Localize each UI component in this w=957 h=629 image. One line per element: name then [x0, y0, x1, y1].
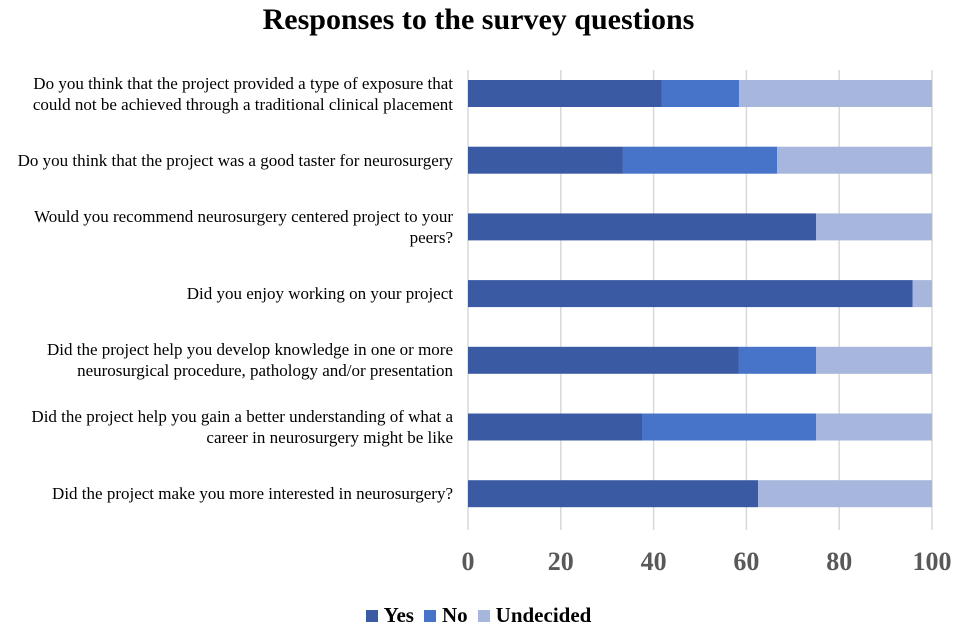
bar-segment-yes	[468, 480, 758, 508]
legend: Yes No Undecided	[0, 603, 957, 628]
category-label: Do you think that the project provided a…	[33, 73, 453, 115]
bar-segment-yes	[468, 413, 642, 441]
bar-segment-yes	[468, 213, 816, 241]
legend-item-yes: Yes	[365, 603, 414, 628]
category-label: Did the project make you more interested…	[52, 483, 453, 504]
x-axis-ticks: 0 20 40 60 80 100	[462, 547, 952, 576]
bars	[468, 80, 932, 508]
x-tick-label: 60	[733, 547, 759, 576]
bar-segment-yes	[468, 80, 662, 107]
category-label: Did the project help you gain a better u…	[31, 406, 453, 448]
bar-segment-undecided	[816, 413, 932, 441]
category-label: Did the project help you develop knowled…	[47, 339, 453, 381]
bar-segment-undecided	[816, 346, 932, 374]
legend-swatch	[423, 609, 436, 622]
category-label-line: could not be achieved through a traditio…	[32, 94, 453, 114]
bar-segment-yes	[468, 146, 623, 174]
x-tick-label: 40	[641, 547, 667, 576]
bar-segment-undecided	[816, 213, 932, 241]
category-label-line: Did the project make you more interested…	[52, 484, 453, 504]
bar-segment-no	[622, 146, 778, 174]
x-tick-label: 100	[913, 547, 952, 576]
category-label-line: Did you enjoy working on your project	[186, 284, 453, 304]
bar-segment-yes	[468, 280, 913, 308]
category-label-line: Did the project help you develop knowled…	[47, 340, 453, 360]
category-label-line: Do you think that the project provided a…	[33, 73, 453, 93]
bar-segment-undecided	[738, 80, 932, 107]
category-label: Did you enjoy working on your project	[187, 283, 453, 304]
category-label-line: Did the project help you gain a better u…	[31, 407, 453, 426]
legend-label: Undecided	[495, 603, 592, 627]
bar-segment-undecided	[777, 146, 932, 174]
x-tick-label: 20	[548, 547, 574, 576]
bar-segment-no	[661, 80, 739, 107]
chart-title: Responses to the survey questions	[262, 3, 695, 36]
category-label-line: neurosurgical procedure, pathology and/o…	[77, 361, 453, 381]
x-tick-label: 0	[462, 547, 475, 576]
category-label-line: peers?	[409, 227, 453, 247]
category-label: Do you think that the project was a good…	[18, 150, 453, 171]
legend-item-no: No	[423, 603, 468, 628]
legend-swatch	[477, 609, 490, 622]
bar-segment-undecided	[912, 280, 932, 308]
bar-segment-no	[642, 413, 816, 441]
category-label-line: Would you recommend neurosurgery centere…	[34, 206, 453, 226]
legend-label: Yes	[383, 603, 414, 627]
legend-label: No	[441, 603, 468, 627]
category-label-line: Do you think that the project was a good…	[17, 150, 453, 170]
category-label-line: career in neurosurgery might be like	[206, 428, 453, 447]
x-tick-label: 80	[826, 547, 852, 576]
legend-swatch	[365, 609, 378, 622]
bar-segment-no	[738, 346, 816, 374]
legend-item-undecided: Undecided	[477, 603, 592, 628]
category-label: Would you recommend neurosurgery centere…	[34, 206, 453, 248]
bar-segment-undecided	[758, 480, 932, 508]
bar-segment-yes	[468, 346, 739, 374]
